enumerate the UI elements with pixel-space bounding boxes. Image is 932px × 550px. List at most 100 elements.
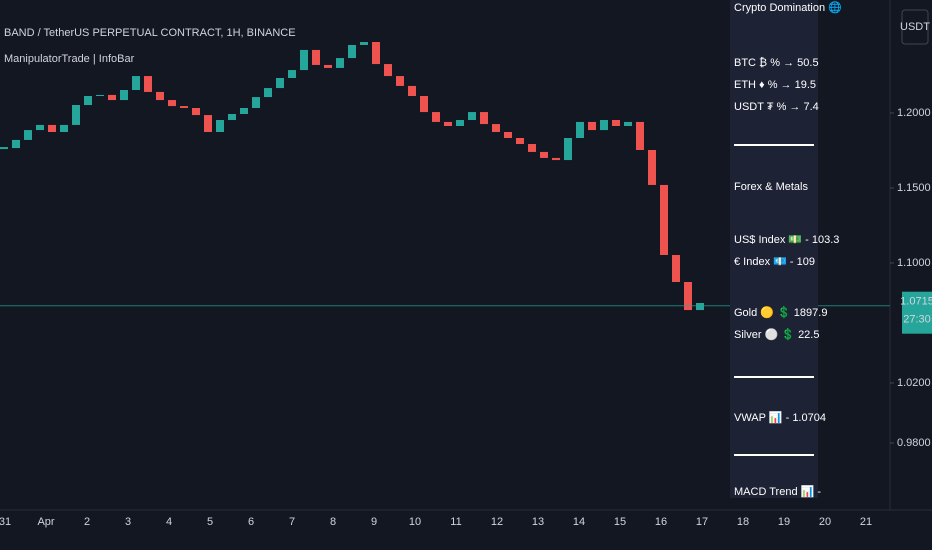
candle [372,42,380,65]
candle [612,120,620,126]
candle [588,121,596,131]
x-tick-label: 10 [409,516,421,528]
x-tick-label: 11 [450,516,461,528]
x-tick-label: 12 [491,516,503,528]
candle [480,112,488,125]
candle [408,85,416,96]
x-tick-label: Apr [37,516,54,528]
candle [576,121,584,138]
indicator-name: ManipulatorTrade | InfoBar [4,53,135,65]
candle [108,94,116,101]
x-tick-label: 6 [248,516,254,528]
countdown-label: 27:30 [903,314,931,326]
candle [324,64,332,68]
candle [348,45,356,59]
candle [504,132,512,138]
candle [24,130,32,140]
candle [552,157,560,161]
candle [96,94,104,96]
candle [72,105,80,125]
candle [228,114,236,120]
x-tick-label: 5 [207,516,213,528]
plot: 1.2000 1.1500 1.1000 1.0200 0.9800 31 Apr 2 3 4 5 6… [0,42,932,528]
candle [240,108,248,114]
candle [216,120,224,132]
candle [300,49,308,71]
panel-row: Silver ⚪ 💲 22.5 [734,328,819,341]
x-tick-label: 4 [166,516,172,528]
currency-button-label[interactable]: USDT [900,21,930,33]
candle [336,58,344,68]
candle [144,76,152,92]
candle [564,138,572,161]
y-tick-label: 1.1000 [897,257,931,269]
candle [444,121,452,126]
candle [672,255,680,282]
candle [192,108,200,116]
candle [648,150,656,185]
candle [36,124,44,131]
candle [384,64,392,77]
candle [540,151,548,158]
candle [204,115,212,132]
candle [528,144,536,152]
candle [264,88,272,98]
x-tick-label: 3 [125,516,131,528]
candle [684,282,692,311]
candle [396,76,404,86]
panel-row: USDT ₮ % → 7.4 [734,101,819,113]
chart-title: BAND / TetherUS PERPETUAL CONTRACT, 1H, … [4,27,296,39]
panel-row: € Index 💶 - 109 [734,256,815,268]
candle [288,70,296,78]
y-tick-label: 1.2000 [897,107,931,119]
panel-row: US$ Index 💵 - 103.3 [734,234,839,246]
x-tick-label: 15 [614,516,626,528]
x-tick-label: 31 [0,516,11,528]
candle [12,139,20,149]
panel-row: Gold 🟡 💲 1897.9 [734,306,827,319]
y-tick-label: 1.1500 [897,182,931,194]
currency-button[interactable] [901,9,929,45]
candle [312,49,320,65]
panel-row: BTC ₿ % → 50.5 [734,57,819,69]
candle [120,90,128,101]
x-tick-label: 2 [84,516,90,528]
panel-row: ETH ♦ % → 19.5 [734,79,816,91]
panel-heading: Forex & Metals [734,181,808,193]
candle [468,112,476,120]
panel-heading: Crypto Domination 🌐 [734,1,842,14]
candle [48,124,56,132]
x-tick-label: 17 [696,516,708,528]
candle [252,97,260,108]
panel-row: VWAP 📊 - 1.0704 [734,411,826,424]
candle [132,76,140,90]
x-tick-label: 16 [655,516,667,528]
candle [516,138,524,144]
candle [636,121,644,150]
x-tick-label: 9 [371,516,377,528]
candle [180,106,188,108]
y-tick-label: 0.9800 [897,437,931,449]
x-tick-label: 14 [573,516,585,528]
x-tick-label: 18 [737,516,749,528]
candle [168,100,176,107]
current-price-box [902,291,932,334]
candle [600,120,608,131]
candle [84,96,92,105]
y-tick-label: 1.0200 [897,377,931,389]
current-price-label: 1.0715 [900,296,932,308]
x-tick-label: 7 [289,516,295,528]
candle [420,96,428,113]
candle [360,42,368,45]
candle [432,112,440,122]
candle [660,184,668,255]
candle [492,124,500,132]
x-tick-label: 19 [778,516,790,528]
panel-row: MACD Trend 📊 - [734,485,821,498]
candle [276,78,284,89]
x-tick-label: 20 [819,516,831,528]
candle [696,303,704,311]
x-tick-label: 8 [330,516,336,528]
x-tick-label: 21 [860,516,872,528]
